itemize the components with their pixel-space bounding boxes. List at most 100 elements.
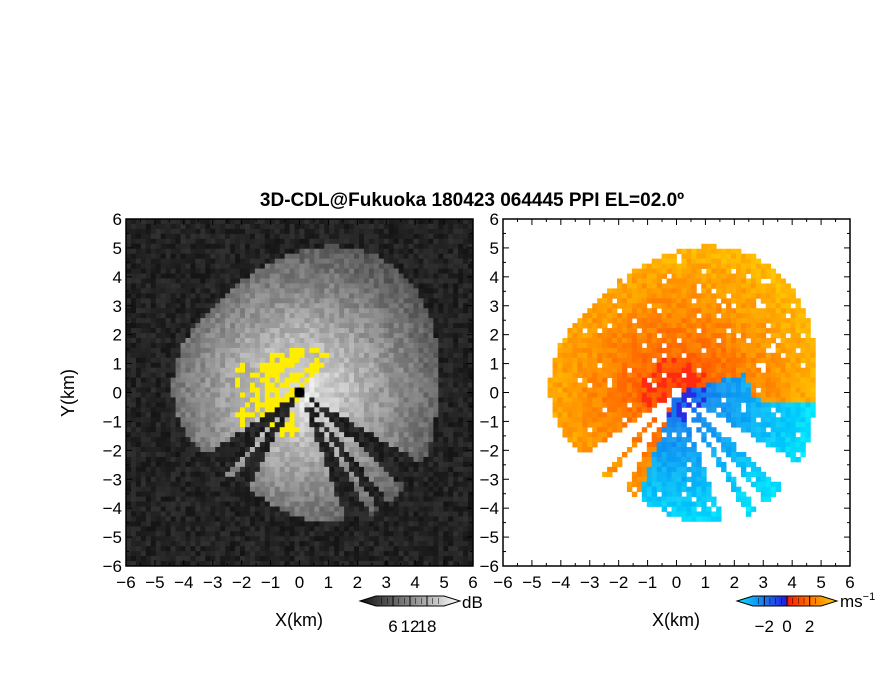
reflectivity-cell	[299, 447, 305, 453]
reflectivity-noise-cell	[180, 427, 186, 433]
reflectivity-cell	[324, 293, 330, 299]
reflectivity-noise-cell	[329, 412, 335, 418]
reflectivity-noise-cell	[344, 541, 350, 547]
reflectivity-cell	[418, 323, 424, 329]
reflectivity-cell	[418, 367, 424, 374]
reflectivity-cell	[215, 333, 221, 339]
reflectivity-noise-cell	[334, 442, 340, 448]
reflectivity-cell	[354, 407, 360, 413]
reflectivity-noise-cell	[403, 268, 409, 274]
reflectivity-noise-cell	[279, 238, 286, 245]
reflectivity-cell	[230, 422, 236, 428]
reflectivity-noise-cell	[378, 243, 385, 250]
reflectivity-noise-cell	[458, 561, 464, 567]
reflectivity-noise-cell	[453, 402, 459, 408]
reflectivity-cell	[398, 437, 404, 443]
reflectivity-noise-cell	[443, 347, 449, 354]
reflectivity-cell	[383, 377, 390, 383]
reflectivity-noise-cell	[205, 238, 211, 245]
reflectivity-cell	[403, 342, 409, 349]
reflectivity-noise-cell	[314, 422, 320, 428]
reflectivity-cell	[274, 352, 281, 359]
reflectivity-noise-cell	[363, 556, 370, 562]
reflectivity-cell	[205, 442, 211, 448]
reflectivity-noise-cell	[438, 362, 444, 369]
reflectivity-cell	[423, 422, 429, 428]
reflectivity-cell	[319, 516, 325, 522]
reflectivity-noise-cell	[448, 238, 454, 245]
reflectivity-noise-cell	[195, 486, 201, 493]
reflectivity-cell	[240, 357, 246, 364]
reflectivity-noise-cell	[175, 486, 181, 493]
reflectivity-noise-cell	[368, 437, 375, 443]
reflectivity-cell	[279, 447, 286, 453]
reflectivity-noise-cell	[170, 526, 176, 532]
reflectivity-noise-cell	[215, 546, 221, 552]
reflectivity-noise-cell	[418, 288, 424, 294]
reflectivity-cell	[274, 451, 281, 458]
reflectivity-cell	[383, 283, 390, 289]
reflectivity-cell	[393, 268, 400, 274]
reflectivity-noise-cell	[130, 228, 137, 235]
reflectivity-cell	[200, 412, 206, 418]
reflectivity-cell	[363, 496, 370, 502]
reflectivity-noise-cell	[289, 521, 295, 527]
reflectivity-cell	[349, 471, 355, 478]
reflectivity-cell	[225, 323, 231, 329]
reflectivity-noise-cell	[140, 417, 147, 423]
reflectivity-cell	[344, 328, 350, 334]
reflectivity-noise-cell	[453, 253, 459, 260]
reflectivity-cell	[388, 263, 395, 269]
reflectivity-noise-cell	[175, 451, 181, 458]
reflectivity-cell	[378, 328, 385, 334]
reflectivity-cell	[190, 432, 196, 438]
reflectivity-noise-cell	[349, 536, 355, 542]
reflectivity-noise-cell	[428, 541, 434, 547]
reflectivity-noise-cell	[468, 228, 474, 235]
reflectivity-cell	[334, 387, 340, 393]
reflectivity-noise-cell	[264, 521, 271, 527]
reflectivity-cell	[279, 263, 286, 269]
reflectivity-noise-cell	[140, 337, 147, 344]
reflectivity-noise-cell	[254, 506, 261, 512]
reflectivity-cell	[373, 422, 380, 428]
reflectivity-noise-cell	[155, 263, 162, 269]
reflectivity-noise-cell	[190, 243, 196, 250]
reflectivity-cell	[388, 283, 395, 289]
reflectivity-noise-cell	[230, 258, 236, 265]
reflectivity-noise-cell	[170, 422, 176, 428]
reflectivity-cell	[279, 372, 286, 379]
reflectivity-noise-cell	[130, 407, 137, 413]
reflectivity-noise-cell	[200, 501, 206, 507]
reflectivity-noise-cell	[140, 392, 147, 398]
reflectivity-cell	[324, 298, 330, 304]
reflectivity-noise-cell	[334, 238, 340, 245]
reflectivity-noise-cell	[185, 526, 191, 532]
reflectivity-noise-cell	[314, 556, 320, 562]
reflectivity-noise-cell	[240, 526, 246, 532]
reflectivity-noise-cell	[150, 442, 157, 448]
reflectivity-noise-cell	[453, 546, 459, 552]
reflectivity-noise-cell	[269, 228, 276, 235]
reflectivity-cell	[324, 382, 330, 388]
reflectivity-cell	[324, 328, 330, 334]
reflectivity-cell	[284, 437, 290, 443]
reflectivity-noise-cell	[195, 278, 201, 284]
reflectivity-noise-cell	[468, 511, 474, 517]
reflectivity-noise-cell	[126, 546, 132, 552]
reflectivity-cell	[185, 412, 191, 418]
reflectivity-cell	[393, 402, 400, 408]
reflectivity-noise-cell	[170, 461, 176, 468]
reflectivity-noise-cell	[170, 303, 176, 309]
reflectivity-noise-cell	[453, 407, 459, 413]
reflectivity-cell	[403, 407, 409, 413]
reflectivity-noise-cell	[135, 293, 142, 299]
reflectivity-noise-cell	[185, 511, 191, 517]
reflectivity-cell	[289, 387, 295, 393]
reflectivity-noise-cell	[220, 546, 226, 552]
reflectivity-noise-cell	[244, 273, 251, 279]
reflectivity-noise-cell	[150, 561, 157, 567]
reflectivity-cell	[195, 407, 201, 413]
reflectivity-noise-cell	[463, 506, 469, 512]
reflectivity-noise-cell	[423, 278, 429, 284]
